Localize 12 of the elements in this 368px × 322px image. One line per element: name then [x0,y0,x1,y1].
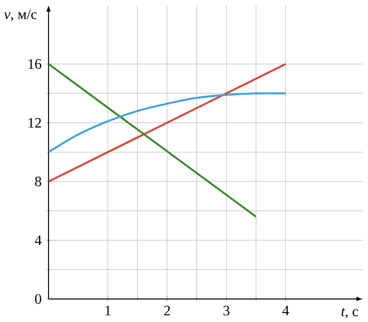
y-tick-label: 8 [35,176,42,186]
x-tick-label: 4 [282,306,290,316]
x-tick-label: 3 [223,306,230,316]
y-tick-label: 0 [35,294,42,304]
y-axis-title: v, м/с [4,9,37,22]
y-tick-label: 4 [34,235,42,245]
y-tick-label: 16 [28,59,42,69]
x-tick-label: 2 [164,306,170,316]
y-tick-label: 12 [28,118,41,128]
x-tick-label: 1 [105,306,111,316]
line-series [48,92,287,153]
x-axis-title: t, с [342,308,358,318]
